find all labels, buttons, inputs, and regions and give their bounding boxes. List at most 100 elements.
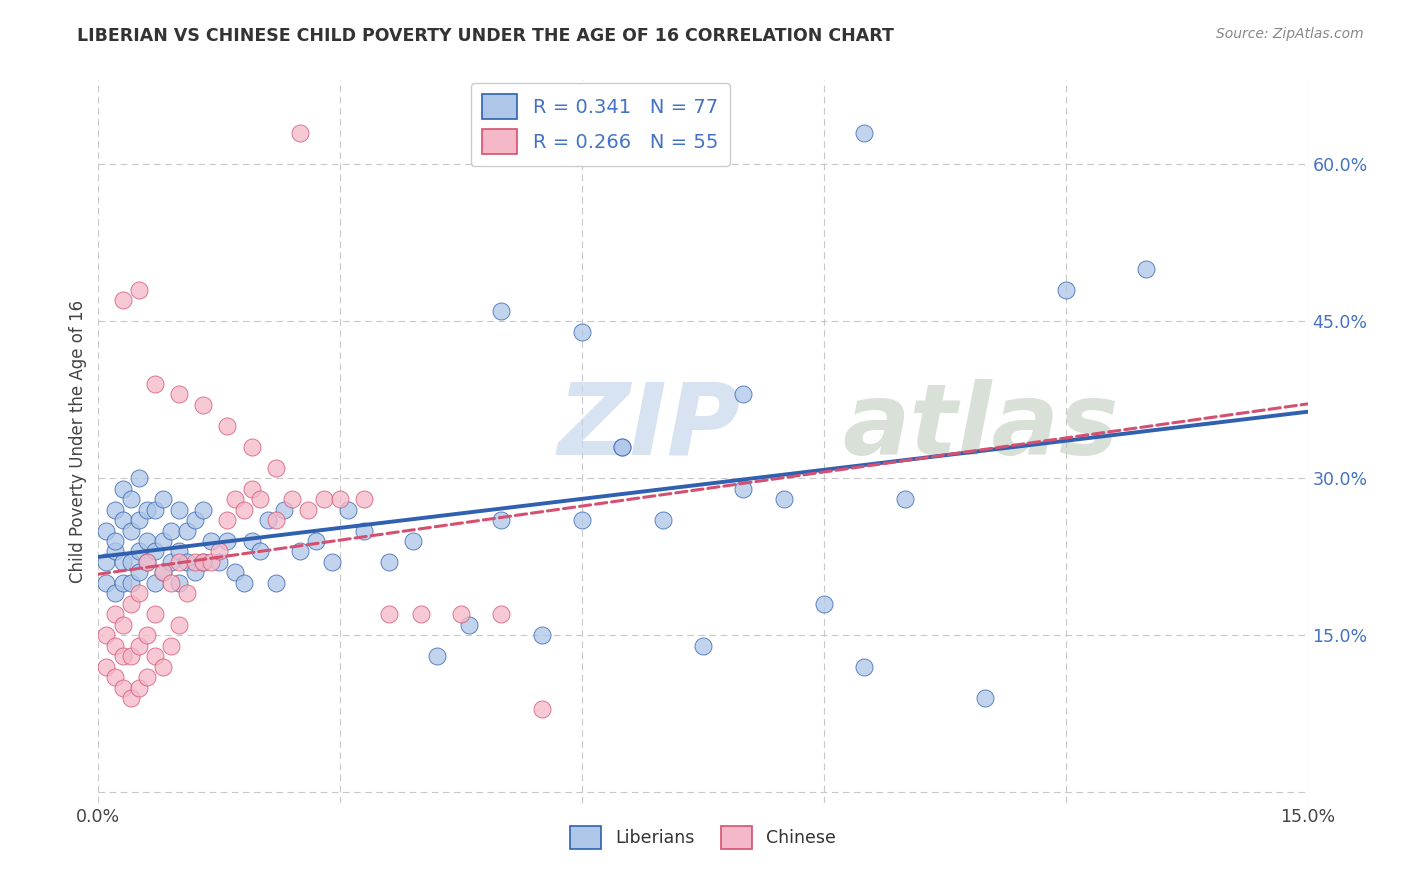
Point <box>128 586 150 600</box>
Point <box>733 387 755 401</box>
Point <box>111 482 134 496</box>
Point <box>1135 261 1157 276</box>
Point <box>314 492 336 507</box>
Point <box>491 607 513 622</box>
Point <box>143 376 166 391</box>
Point <box>111 293 134 308</box>
Point <box>329 492 352 507</box>
Point <box>232 502 254 516</box>
Point <box>1054 283 1077 297</box>
Point <box>853 126 876 140</box>
Point <box>96 524 118 538</box>
Point <box>135 628 157 642</box>
Point <box>143 502 166 516</box>
Point <box>264 513 287 527</box>
Point <box>103 544 125 558</box>
Point <box>458 617 481 632</box>
Point <box>128 471 150 485</box>
Point <box>167 555 190 569</box>
Point <box>176 555 198 569</box>
Point <box>184 566 207 580</box>
Point <box>200 555 222 569</box>
Point <box>256 513 278 527</box>
Point <box>193 555 215 569</box>
Point <box>103 670 125 684</box>
Point <box>240 482 263 496</box>
Point <box>491 513 513 527</box>
Point <box>733 482 755 496</box>
Point <box>167 575 190 590</box>
Point <box>184 555 207 569</box>
Point <box>409 607 432 622</box>
Point <box>167 617 190 632</box>
Point <box>305 534 328 549</box>
Point <box>264 460 287 475</box>
Point <box>96 628 118 642</box>
Point <box>184 513 207 527</box>
Point <box>208 544 231 558</box>
Point <box>103 639 125 653</box>
Point <box>612 440 634 454</box>
Point <box>128 681 150 695</box>
Point <box>193 502 215 516</box>
Point <box>224 566 246 580</box>
Point <box>571 513 593 527</box>
Point <box>103 607 125 622</box>
Point <box>135 555 157 569</box>
Point <box>128 566 150 580</box>
Point <box>240 440 263 454</box>
Point <box>120 597 142 611</box>
Point <box>143 544 166 558</box>
Point <box>111 681 134 695</box>
Point <box>692 639 714 653</box>
Point <box>152 566 174 580</box>
Point <box>143 575 166 590</box>
Point <box>249 544 271 558</box>
Point <box>651 513 673 527</box>
Point <box>853 659 876 673</box>
Point <box>288 544 311 558</box>
Point <box>176 586 198 600</box>
Point <box>281 492 304 507</box>
Point <box>353 524 375 538</box>
Y-axis label: Child Poverty Under the Age of 16: Child Poverty Under the Age of 16 <box>69 300 87 583</box>
Point <box>232 575 254 590</box>
Point <box>217 513 239 527</box>
Point <box>450 607 472 622</box>
Point <box>297 502 319 516</box>
Point <box>377 555 399 569</box>
Point <box>974 691 997 706</box>
Text: ZIP: ZIP <box>558 378 741 475</box>
Point <box>240 534 263 549</box>
Point <box>612 440 634 454</box>
Point <box>353 492 375 507</box>
Point <box>530 628 553 642</box>
Point <box>224 492 246 507</box>
Point <box>152 659 174 673</box>
Point <box>128 639 150 653</box>
Point <box>111 649 134 664</box>
Point <box>111 617 134 632</box>
Point <box>167 387 190 401</box>
Point <box>813 597 835 611</box>
Point <box>217 534 239 549</box>
Point <box>152 492 174 507</box>
Point <box>111 575 134 590</box>
Point <box>103 534 125 549</box>
Point <box>426 649 449 664</box>
Point <box>120 555 142 569</box>
Point <box>103 586 125 600</box>
Point <box>135 534 157 549</box>
Point <box>96 659 118 673</box>
Point <box>135 502 157 516</box>
Point <box>160 524 183 538</box>
Point <box>111 513 134 527</box>
Point <box>167 544 190 558</box>
Point <box>160 639 183 653</box>
Point <box>288 126 311 140</box>
Point <box>135 670 157 684</box>
Point <box>160 575 183 590</box>
Point <box>128 283 150 297</box>
Point <box>96 555 118 569</box>
Point <box>772 492 794 507</box>
